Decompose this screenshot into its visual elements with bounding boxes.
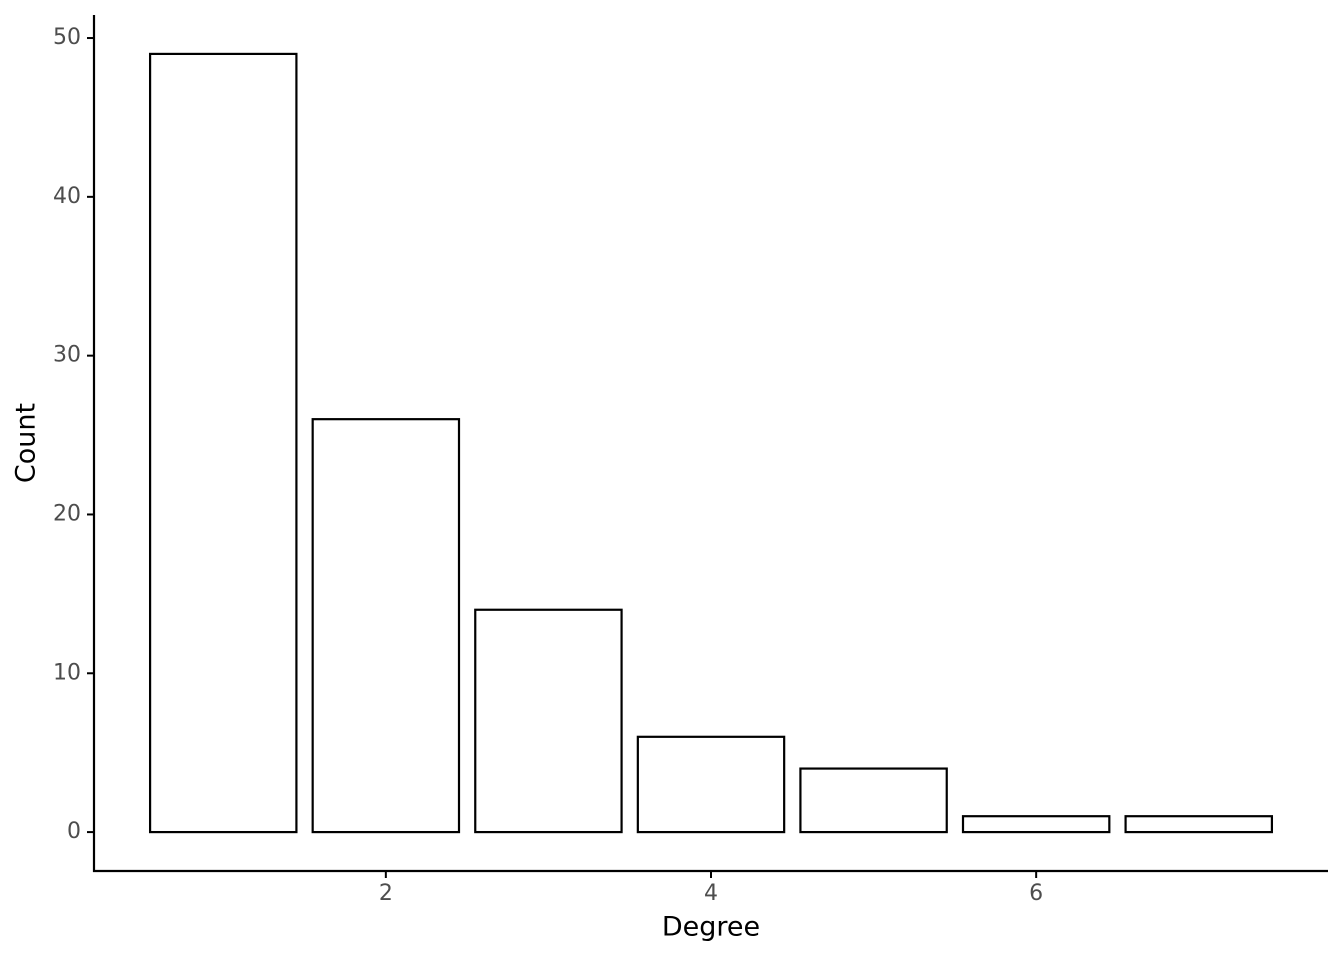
bar xyxy=(636,735,786,834)
x-tick-label: 4 xyxy=(704,881,718,906)
bar xyxy=(474,608,623,834)
y-tick-label: 0 xyxy=(67,819,81,844)
y-tick-label: 50 xyxy=(53,25,81,50)
y-tick-label: 10 xyxy=(53,660,81,685)
bar xyxy=(148,52,298,834)
bar xyxy=(799,767,948,834)
y-tick-label: 20 xyxy=(53,501,81,526)
y-tick-label: 30 xyxy=(53,343,81,368)
y-axis-title: Count xyxy=(11,403,42,483)
x-tick-label: 2 xyxy=(379,881,393,906)
y-tick-label: 40 xyxy=(53,184,81,209)
bar xyxy=(311,418,461,834)
bar xyxy=(1124,815,1274,834)
x-tick-label: 6 xyxy=(1029,881,1043,906)
x-axis-title: Degree xyxy=(662,912,760,943)
bar xyxy=(961,815,1111,834)
